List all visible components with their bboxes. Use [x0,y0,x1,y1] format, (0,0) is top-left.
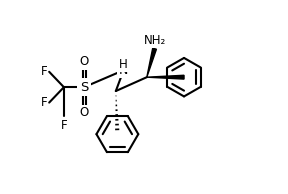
Text: NH₂: NH₂ [143,34,166,47]
Text: O: O [79,106,89,119]
Text: N: N [119,64,128,77]
Text: O: O [79,55,89,68]
Text: F: F [41,65,48,78]
Text: F: F [41,96,48,109]
Text: H: H [119,58,128,71]
Text: F: F [60,119,67,132]
Polygon shape [147,75,184,79]
Polygon shape [147,48,156,77]
Text: S: S [80,81,88,94]
